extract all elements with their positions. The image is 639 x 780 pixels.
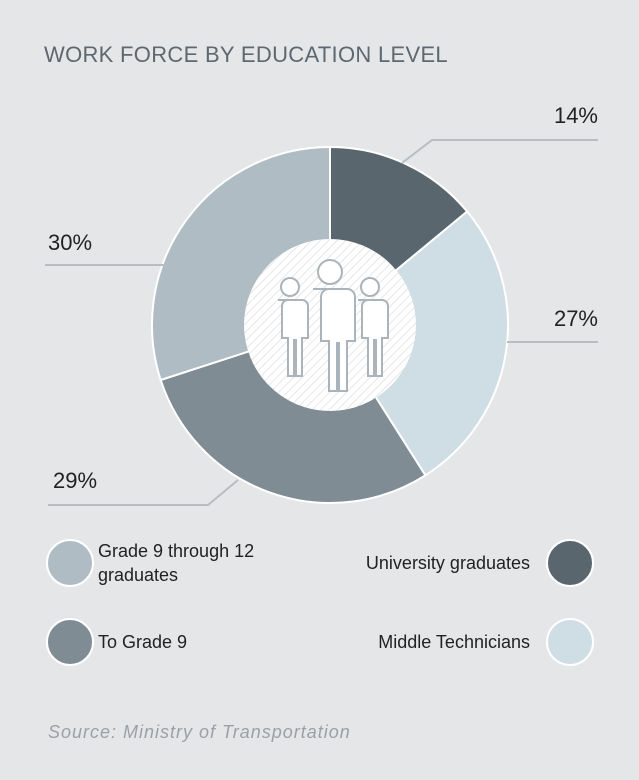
legend-swatch <box>46 539 94 587</box>
source-note: Source: Ministry of Transportation <box>48 722 351 742</box>
value-label: 29% <box>53 468 98 493</box>
people-icon <box>278 259 389 392</box>
legend-label: To Grade 9 <box>98 632 188 652</box>
legend-label: Middle Technicians <box>378 632 530 652</box>
donut-slice <box>159 323 427 504</box>
leader-line <box>401 139 598 164</box>
legend-label: Grade 9 through 12 graduates <box>98 541 255 585</box>
legend-swatch <box>546 618 594 666</box>
donut-slice <box>328 210 509 477</box>
legend-swatch <box>46 618 94 666</box>
chart-title: WORK FORCE BY EDUCATION LEVEL <box>44 42 448 67</box>
legend-swatch <box>546 539 594 587</box>
legend-label: University graduates <box>365 553 530 573</box>
value-label: 30% <box>48 230 93 255</box>
leader-line <box>48 479 239 506</box>
value-label: 14% <box>553 103 598 128</box>
value-label: 27% <box>553 306 598 331</box>
